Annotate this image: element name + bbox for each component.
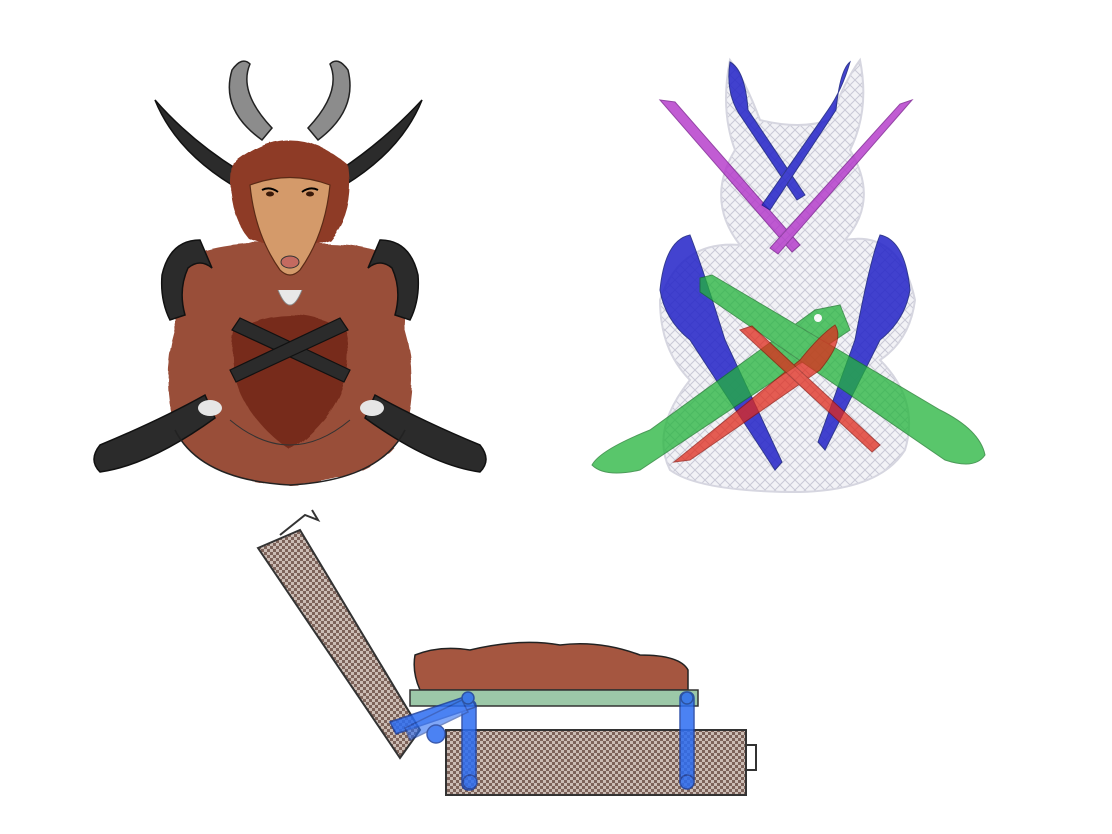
seated-antelope — [93, 60, 487, 486]
right-outer-horn-icon — [339, 99, 423, 187]
left-shoulder-hook-icon — [160, 239, 213, 321]
lid-handle-icon — [279, 509, 321, 536]
linkage-arm-2 — [404, 698, 470, 742]
purple-knife-left-icon — [658, 99, 801, 253]
blue-knife-top-right-icon — [761, 60, 851, 211]
red-knife-right-icon — [739, 325, 881, 453]
green-knife-right-icon — [699, 274, 986, 465]
purple-knife-right-icon — [769, 98, 914, 255]
blue-knife-right-icon — [817, 234, 911, 451]
right-hoof-icon — [364, 393, 487, 473]
left-hoof-icon — [93, 393, 216, 473]
linkage-right-post — [679, 691, 695, 788]
right-shoulder-hook-icon — [367, 239, 420, 321]
knife-arrangement — [591, 57, 986, 494]
suitcase-mechanism — [256, 509, 757, 796]
left-outer-horn-icon — [154, 99, 239, 187]
case-latch-icon — [746, 744, 757, 771]
lying-animal — [413, 641, 689, 691]
left-curved-horn-icon — [228, 60, 274, 142]
right-curved-horn-icon — [306, 60, 351, 142]
crossed-arm-right — [229, 317, 349, 383]
suitcase-base — [445, 729, 747, 796]
blue-knife-top-left-icon — [728, 61, 806, 201]
lift-tray — [409, 689, 699, 707]
linkage-pivot-icon — [426, 724, 446, 744]
red-knife-left-icon — [672, 324, 839, 463]
antelope-face — [249, 176, 331, 276]
